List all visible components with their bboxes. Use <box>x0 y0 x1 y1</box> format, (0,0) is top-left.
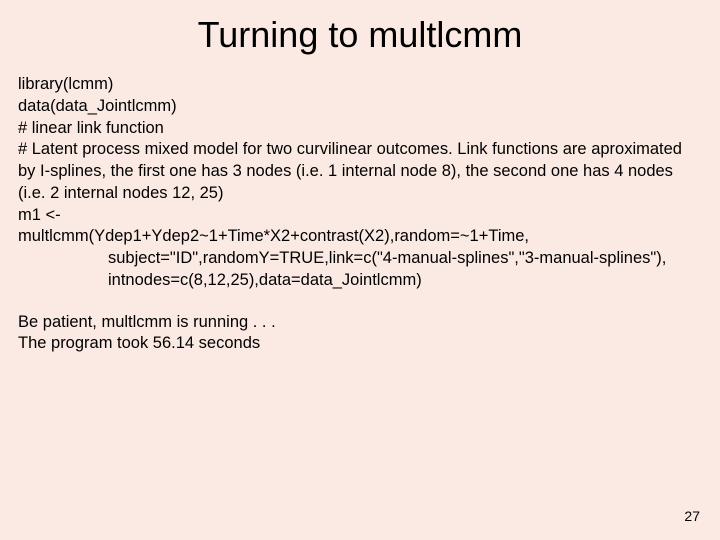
output-line: Be patient, multlcmm is running . . . <box>18 312 702 334</box>
slide-title: Turning to multlcmm <box>18 14 702 56</box>
code-content: library(lcmm) data(data_Jointlcmm) # lin… <box>18 74 702 355</box>
spacer <box>18 292 702 312</box>
code-line-indent: intnodes=c(8,12,25),data=data_Jointlcmm) <box>18 270 702 292</box>
slide-container: Turning to multlcmm library(lcmm) data(d… <box>0 0 720 540</box>
output-line: The program took 56.14 seconds <box>18 333 702 355</box>
code-line-indent: subject="ID",randomY=TRUE,link=c("4-manu… <box>18 248 702 270</box>
code-line: library(lcmm) <box>18 74 702 96</box>
code-line: # linear link function <box>18 118 702 140</box>
page-number: 27 <box>684 508 700 524</box>
code-line: data(data_Jointlcmm) <box>18 96 702 118</box>
code-line: # Latent process mixed model for two cur… <box>18 139 702 204</box>
code-line: multlcmm(Ydep1+Ydep2~1+Time*X2+contrast(… <box>18 226 702 248</box>
code-line: m1 <- <box>18 205 702 227</box>
